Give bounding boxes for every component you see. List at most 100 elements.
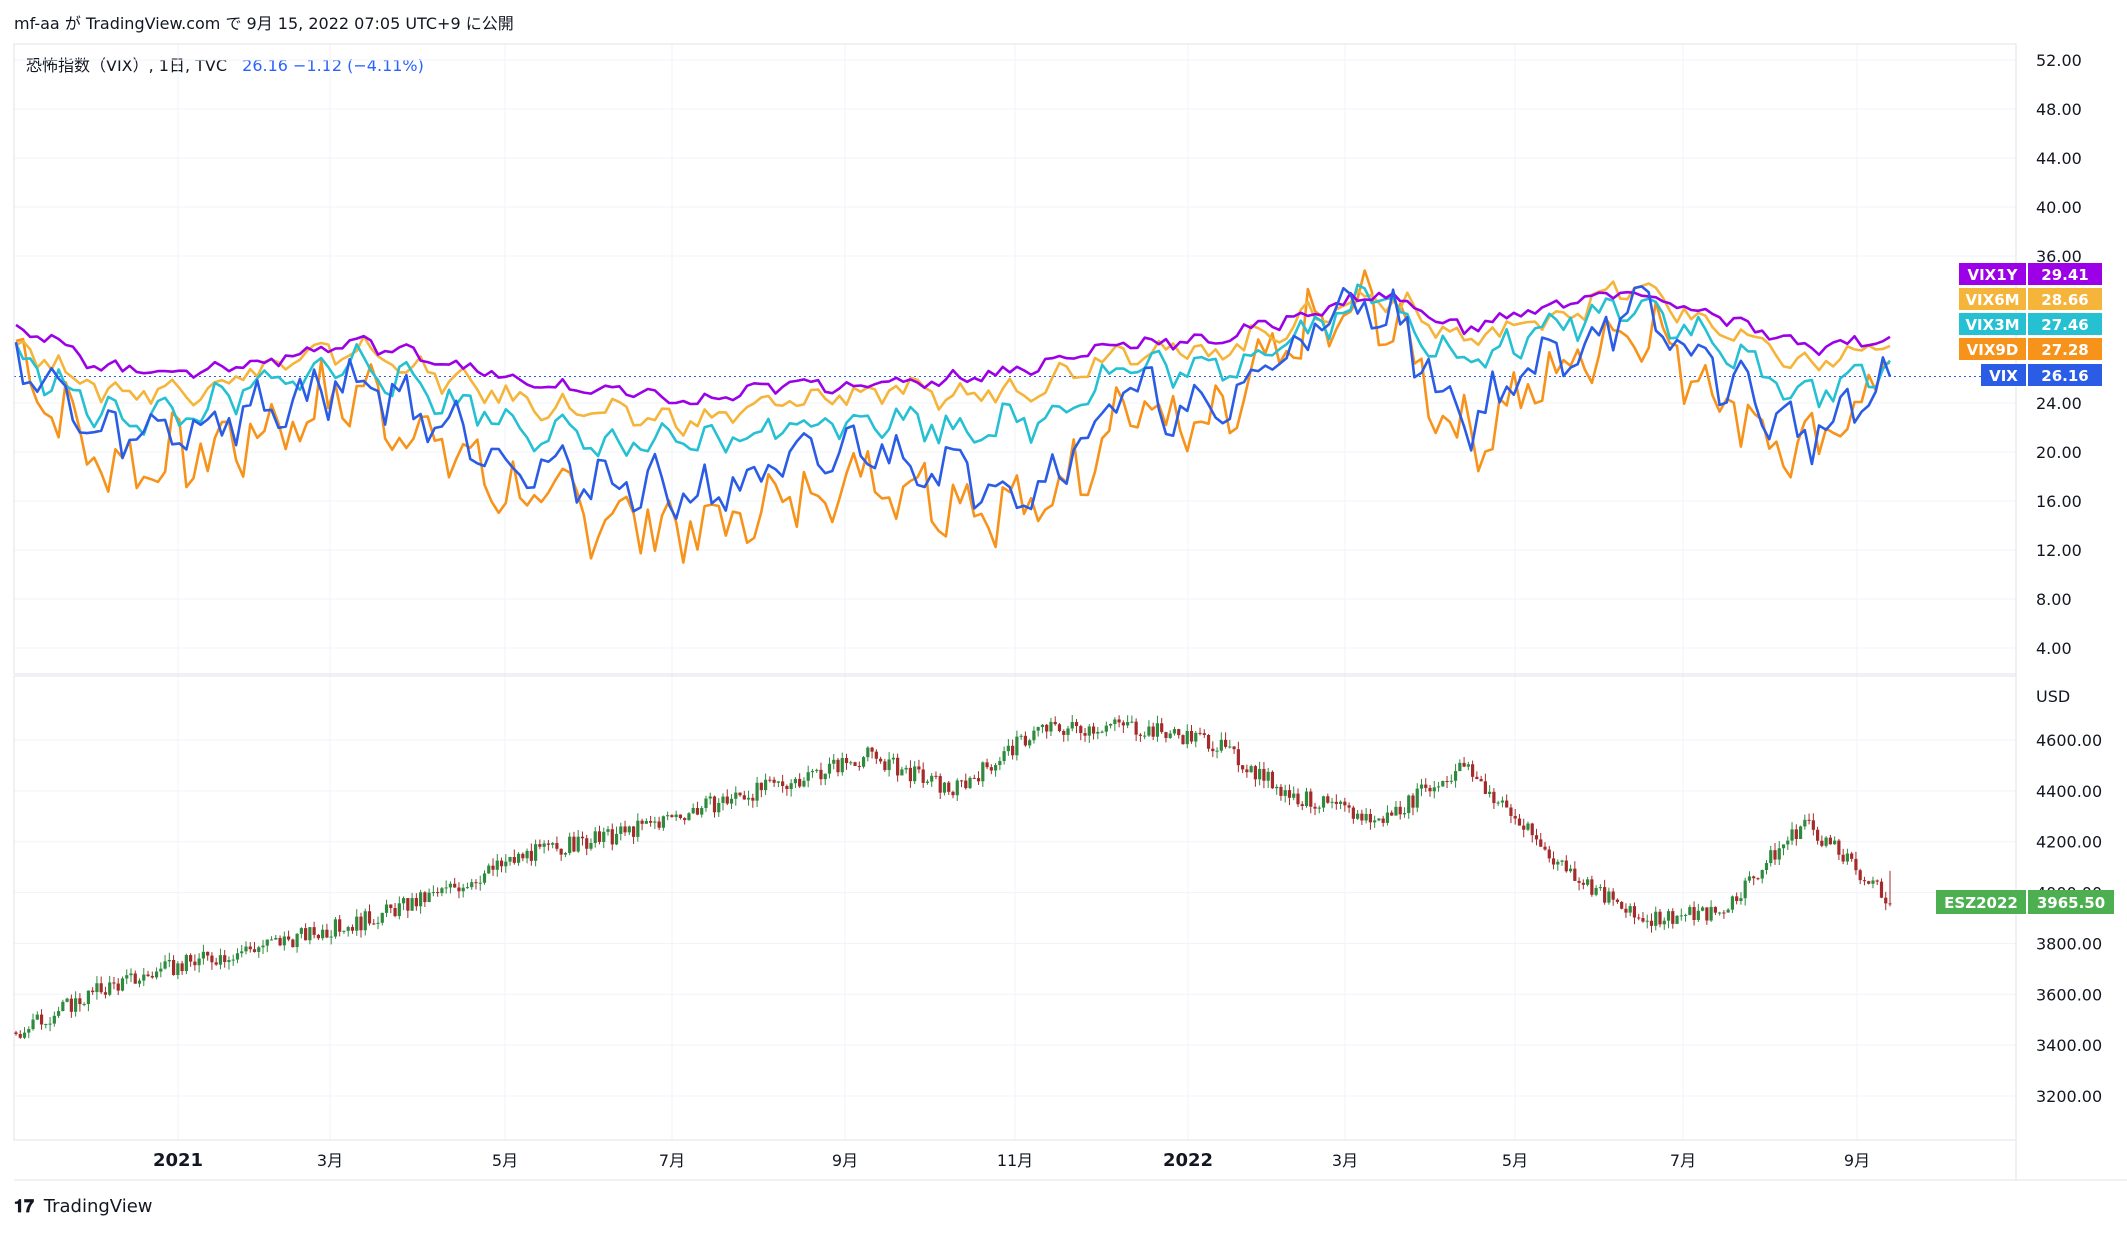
candle: [627, 825, 631, 836]
candle-body: [1428, 787, 1432, 792]
vix-y-tick-label: 36.00: [2036, 247, 2082, 266]
candle-body: [866, 747, 870, 758]
candle-body: [282, 936, 286, 946]
candle: [282, 931, 286, 951]
footer-brand[interactable]: 𝟏𝟕 TradingView: [14, 1196, 153, 1217]
candle-body: [1206, 734, 1211, 749]
candle-body: [39, 1014, 44, 1025]
es-y-tick-label: 3400.00: [2036, 1036, 2102, 1055]
price-tag-name-bg: [1981, 364, 2026, 386]
candle: [1803, 814, 1807, 830]
candle-body: [576, 836, 580, 852]
candle-body: [568, 836, 572, 854]
candle-body: [342, 930, 346, 932]
candle: [1155, 715, 1160, 742]
candle-body: [1057, 724, 1062, 732]
candle: [35, 1011, 39, 1021]
candle-body: [1019, 735, 1023, 737]
candle: [1466, 761, 1470, 771]
candle: [764, 773, 768, 796]
candle-body: [1304, 791, 1309, 807]
candle: [1807, 813, 1811, 825]
candle-body: [1108, 724, 1113, 726]
candle: [1496, 800, 1500, 806]
candle-body: [674, 814, 678, 818]
candle-body: [56, 1011, 61, 1016]
candle-body: [1586, 879, 1590, 885]
candle-body: [1594, 887, 1598, 895]
candle: [768, 776, 772, 783]
candle-body: [1134, 721, 1138, 735]
candle-body: [1334, 801, 1338, 804]
candle-body: [453, 883, 457, 888]
candle: [610, 823, 614, 851]
candle-body: [1632, 906, 1637, 918]
price-tag-vix3m: VIX3M 27.46: [1959, 313, 2102, 335]
candle-body: [1185, 730, 1189, 745]
candle-body: [380, 912, 384, 923]
candle: [1888, 870, 1892, 907]
candle-body: [184, 955, 188, 972]
candle-body: [964, 780, 968, 789]
candle-body: [295, 933, 299, 948]
candle: [1419, 778, 1424, 797]
candle: [461, 883, 465, 898]
candle-body: [372, 923, 376, 925]
candle: [1688, 904, 1692, 916]
candle: [1206, 734, 1211, 752]
candle: [572, 831, 576, 853]
candle-body: [99, 983, 103, 993]
candle-body: [1087, 726, 1091, 736]
candle-body: [1053, 721, 1057, 725]
candle-body: [1547, 849, 1551, 859]
time-tick-label: 7月: [659, 1151, 685, 1170]
candle-body: [614, 833, 619, 845]
candle: [142, 967, 146, 987]
candle: [436, 887, 440, 897]
candle-body: [746, 797, 751, 800]
candle: [1649, 913, 1654, 933]
candle: [1006, 738, 1010, 756]
candle-body: [22, 1032, 27, 1038]
candle: [1275, 784, 1279, 795]
series-line-vix6m: [15, 280, 1891, 437]
candle: [440, 886, 444, 897]
candle: [1411, 793, 1415, 816]
candle: [1586, 876, 1590, 887]
candle: [866, 746, 870, 762]
candle: [1560, 859, 1564, 866]
candle: [1079, 724, 1083, 741]
candle-body: [440, 888, 444, 894]
candle-body: [998, 761, 1002, 766]
candle: [1769, 845, 1773, 867]
candle-body: [1662, 920, 1666, 925]
candle-body: [1040, 724, 1045, 728]
candle-body: [1747, 876, 1752, 881]
candle-body: [695, 807, 700, 815]
candle: [1023, 731, 1028, 747]
candle-body: [1560, 860, 1564, 862]
candle-body: [1666, 911, 1671, 921]
candle: [551, 842, 555, 849]
candle: [91, 987, 95, 995]
candle-body: [896, 757, 900, 776]
candle: [1428, 784, 1432, 797]
candle: [1262, 762, 1266, 789]
candle: [772, 776, 776, 787]
candle: [1062, 729, 1066, 742]
candle: [1270, 770, 1275, 789]
candle-body: [942, 782, 947, 793]
candle: [636, 813, 640, 842]
candle-body: [874, 751, 878, 759]
candle-body: [1296, 793, 1300, 805]
candle-body: [687, 813, 691, 821]
candle: [478, 875, 482, 891]
candle-body: [1160, 723, 1164, 733]
price-tag-name: ESZ2022: [1944, 894, 2018, 912]
candle: [1509, 804, 1513, 824]
time-tick-label: 5月: [1502, 1151, 1528, 1170]
candle: [457, 882, 461, 899]
candle-body: [1786, 840, 1790, 845]
candle-body: [1028, 740, 1032, 746]
